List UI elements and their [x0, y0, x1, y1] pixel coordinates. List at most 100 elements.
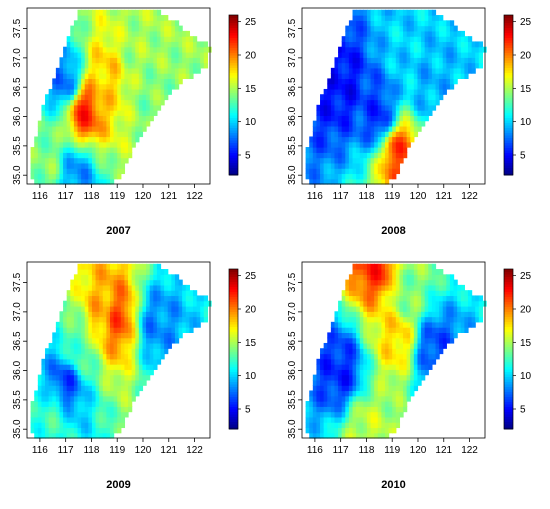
heatmap-cell [156, 52, 162, 58]
colorbar-segment [229, 65, 238, 68]
heatmap-cell [374, 358, 379, 365]
heatmap-cell [81, 73, 86, 79]
heatmap-cell [84, 300, 89, 307]
heatmap-cell [81, 67, 86, 74]
heatmap-cell [471, 295, 476, 302]
heatmap-cell [356, 94, 361, 101]
heatmap-cell [320, 178, 325, 185]
colorbar-segment [504, 60, 513, 63]
heatmap-cell [320, 162, 325, 169]
heatmap-cell [370, 152, 375, 159]
colorbar-segment [504, 55, 513, 58]
heatmap-cell [120, 390, 126, 397]
heatmap-cell [102, 379, 107, 386]
heatmap-cell [435, 88, 440, 95]
heatmap-cell [330, 88, 336, 95]
heatmap-cell [421, 52, 426, 58]
colorbar-segment [504, 127, 513, 131]
heatmap-cell [370, 279, 375, 286]
heatmap-cell [113, 157, 118, 164]
heatmap-cell [70, 337, 75, 344]
heatmap-cell [128, 374, 133, 381]
heatmap-cell [34, 427, 39, 434]
heatmap-cell [117, 15, 122, 21]
heatmap-cell [475, 300, 480, 307]
heatmap-cell [124, 332, 129, 339]
heatmap-cell [95, 311, 100, 318]
heatmap-cell [392, 263, 397, 270]
heatmap-cell [309, 416, 314, 423]
heatmap-cell [117, 94, 122, 101]
heatmap-cell [41, 364, 46, 370]
heatmap-cell [77, 168, 82, 175]
heatmap-cell [117, 173, 122, 180]
heatmap-cell [203, 46, 209, 53]
heatmap-cell [309, 152, 314, 159]
heatmap-cell [182, 321, 187, 328]
heatmap-cell [102, 30, 107, 37]
heatmap-cell [88, 120, 93, 127]
heatmap-cell [106, 390, 111, 397]
heatmap-cell [334, 57, 339, 64]
heatmap-cell [457, 316, 462, 323]
colorbar-segment [504, 107, 513, 111]
heatmap-cell [359, 120, 364, 127]
heatmap-cell [352, 25, 357, 32]
heatmap-cell [327, 432, 332, 439]
heatmap-cell [138, 110, 144, 116]
heatmap-cell [435, 353, 440, 360]
colorbar-segment [229, 122, 238, 126]
heatmap-cell [457, 46, 462, 53]
heatmap-cell [124, 369, 129, 376]
heatmap-cell [73, 427, 79, 434]
heatmap-cell [84, 20, 89, 27]
heatmap-cell [153, 321, 158, 328]
heatmap-cell [381, 168, 386, 175]
heatmap-cell [377, 411, 382, 418]
heatmap-cell [341, 321, 346, 328]
heatmap-cell [37, 162, 43, 169]
heatmap-cell [63, 337, 68, 344]
heatmap-cell [323, 131, 328, 138]
colorbar-segment [229, 384, 238, 387]
heatmap-cell [95, 173, 100, 180]
heatmap-cell [388, 67, 393, 74]
heatmap-cell [178, 46, 183, 53]
heatmap-cell [142, 25, 147, 32]
colorbar-segment [229, 15, 238, 18]
colorbar-segment [504, 404, 513, 407]
colorbar-segment [504, 299, 513, 302]
colorbar-segment [504, 80, 513, 83]
heatmap-cell [356, 348, 361, 355]
heatmap-cell [113, 358, 118, 365]
heatmap-cell [338, 316, 343, 323]
heatmap-cell [352, 125, 357, 132]
heatmap-cell [377, 279, 382, 286]
heatmap-cell [446, 67, 451, 74]
heatmap-cell [52, 416, 57, 423]
heatmap-cell [327, 348, 332, 355]
heatmap-cell [70, 147, 75, 153]
heatmap-cell [37, 136, 43, 143]
heatmap-cell [392, 36, 397, 43]
heatmap-cell [309, 141, 314, 148]
heatmap-cell [366, 141, 372, 148]
heatmap-cell [81, 141, 86, 148]
heatmap-cell [413, 379, 419, 386]
heatmap-cell [73, 78, 79, 85]
heatmap-cell [84, 416, 89, 423]
heatmap-cell [467, 57, 473, 64]
heatmap-cell [66, 73, 71, 79]
heatmap-cell [73, 52, 79, 58]
heatmap-cell [384, 274, 390, 281]
heatmap-cell [171, 327, 176, 333]
heatmap-cell [428, 342, 433, 349]
heatmap-cell [167, 41, 172, 48]
heatmap-cell [403, 73, 408, 79]
colorbar-segment [229, 55, 238, 58]
heatmap-cell [138, 332, 144, 339]
heatmap-cell [359, 295, 364, 302]
heatmap-cell [63, 73, 68, 79]
colorbar-segment [229, 95, 238, 98]
heatmap-cell [146, 342, 151, 349]
